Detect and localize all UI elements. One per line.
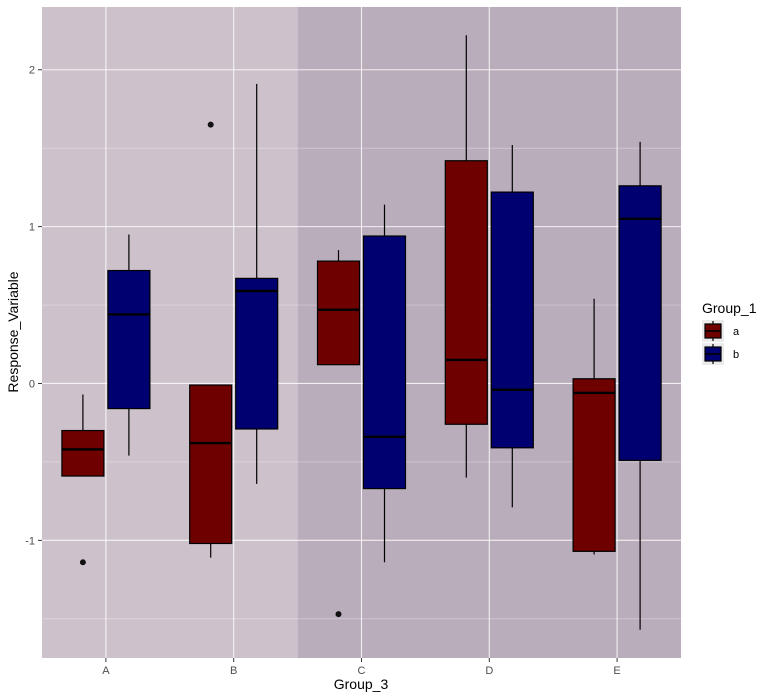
outlier-point [207, 121, 214, 128]
box-body [444, 160, 488, 425]
outlier-point [79, 559, 86, 566]
y-tick-label: 0 [29, 378, 35, 390]
x-tick-label: A [102, 665, 110, 677]
box-series [61, 35, 662, 630]
y-axis-title: Response_Variable [5, 271, 21, 392]
x-tick-label: D [485, 665, 493, 677]
box-body [316, 260, 361, 366]
box-a-C [316, 250, 361, 618]
box-a-B [189, 121, 233, 558]
legend-label-b: b [733, 349, 739, 361]
legend-key-b: b [702, 343, 739, 365]
y-tick-label: 2 [29, 65, 35, 77]
x-tick-label: C [358, 665, 366, 677]
box-body [61, 429, 105, 477]
legend-title: Group_1 [702, 300, 757, 316]
x-tick-label: B [230, 665, 237, 677]
legend-label-a: a [733, 326, 740, 338]
box-b-A [107, 234, 151, 456]
box-body [189, 384, 233, 545]
y-tick-label: 1 [29, 222, 35, 234]
outlier-point [335, 611, 342, 618]
y-axis: -1 0 1 2 [25, 65, 42, 547]
x-axis: A B C D E [102, 658, 621, 677]
box-b-B [235, 83, 279, 484]
box-body [107, 269, 151, 410]
box-b-D [490, 145, 534, 508]
legend-key-a: a [702, 320, 740, 342]
box-body [490, 191, 534, 449]
box-a-E [572, 298, 616, 555]
box-b-E [618, 141, 662, 630]
box-a-D [444, 35, 488, 478]
y-tick-label: -1 [25, 535, 35, 547]
x-tick-label: E [613, 665, 620, 677]
box-body [235, 277, 279, 430]
box-body [618, 185, 662, 461]
box-a-A [61, 394, 105, 566]
x-axis-title: Group_3 [334, 676, 389, 692]
legend: Group_1 ab [702, 300, 757, 365]
box-b-C [362, 204, 407, 563]
box-body [362, 235, 407, 490]
box-body [572, 378, 616, 552]
